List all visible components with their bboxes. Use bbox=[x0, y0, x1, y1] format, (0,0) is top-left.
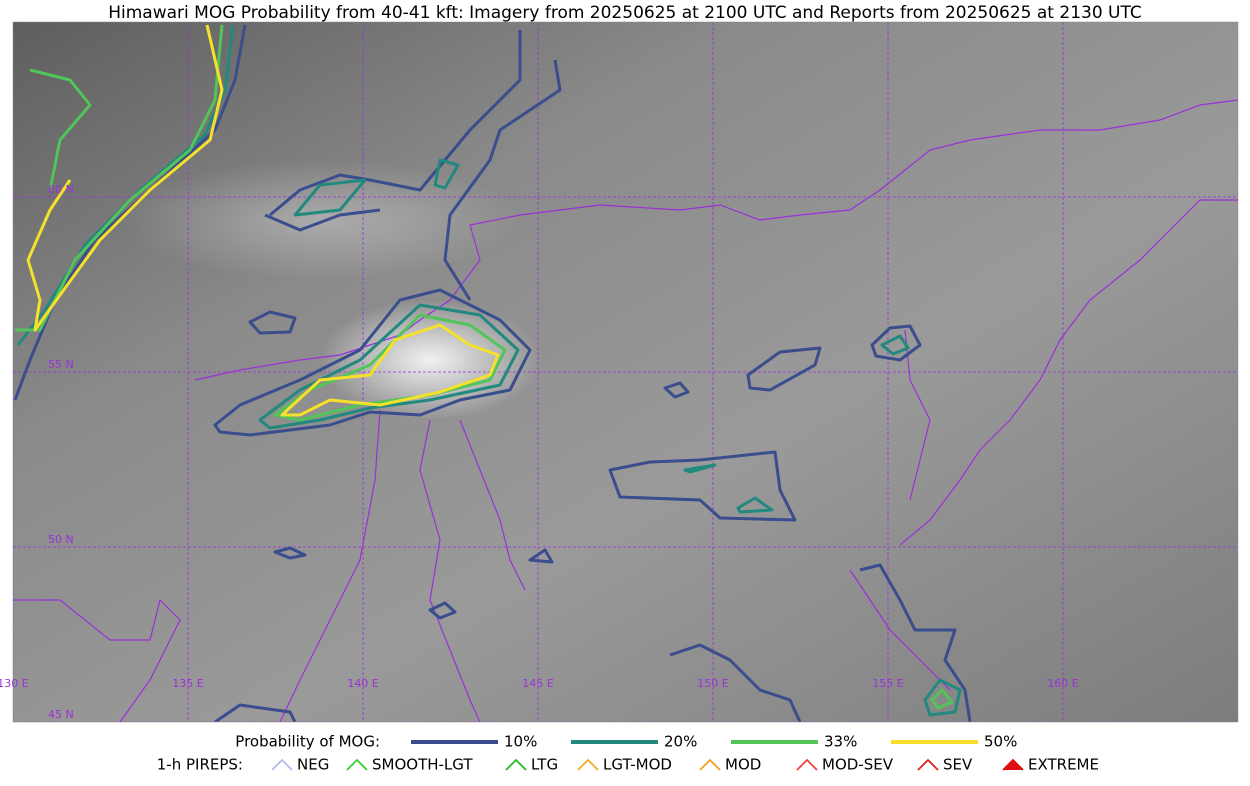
legend-label: 20% bbox=[664, 733, 697, 751]
pirep-symbol bbox=[505, 758, 527, 771]
lat-label: 50 N bbox=[48, 533, 74, 546]
lat-label: 55 N bbox=[48, 358, 74, 371]
lon-label: 155 E bbox=[872, 677, 903, 690]
pirep-symbol bbox=[796, 758, 818, 771]
lon-label: 160 E bbox=[1047, 677, 1078, 690]
legend-label: MOD bbox=[725, 756, 761, 774]
coastlines bbox=[13, 99, 1238, 722]
pirep-symbol bbox=[699, 758, 721, 771]
legend-label: 50% bbox=[984, 733, 1017, 751]
legend-label: EXTREME bbox=[1028, 756, 1099, 774]
lat-label: 60 N bbox=[48, 183, 74, 196]
legend-label: SEV bbox=[943, 756, 973, 774]
legend-label: 10% bbox=[504, 733, 537, 751]
pirep-symbol bbox=[346, 758, 368, 771]
map bbox=[13, 22, 1238, 722]
legend-label: LTG bbox=[531, 756, 558, 774]
lat-label: 45 N bbox=[48, 708, 74, 721]
pirep-symbol bbox=[1002, 758, 1024, 771]
lon-label: 135 E bbox=[172, 677, 203, 690]
legend-label: 33% bbox=[824, 733, 857, 751]
legend-title: Probability of MOG: bbox=[235, 733, 380, 751]
legend-label: NEG bbox=[297, 756, 329, 774]
pirep-symbol bbox=[577, 758, 599, 771]
lon-label: 150 E bbox=[697, 677, 728, 690]
legend-title: 1-h PIREPS: bbox=[157, 756, 243, 774]
contours bbox=[13, 24, 972, 722]
legend-label: LGT-MOD bbox=[603, 756, 672, 774]
title: Himawari MOG Probability from 40-41 kft:… bbox=[108, 3, 1142, 23]
pirep-symbol bbox=[271, 758, 293, 771]
lon-label: 140 E bbox=[347, 677, 378, 690]
graticule bbox=[13, 22, 1238, 722]
lon-label: 145 E bbox=[522, 677, 553, 690]
map-frame bbox=[12, 21, 1239, 723]
lon-label: 130 E bbox=[0, 677, 29, 690]
legend-label: SMOOTH-LGT bbox=[372, 756, 473, 774]
legend: Probability of MOG: 10% 20% 33% 50% 1-h PIREP… bbox=[157, 733, 1099, 774]
pirep-symbol bbox=[917, 758, 939, 771]
legend-label: MOD-SEV bbox=[822, 756, 894, 774]
